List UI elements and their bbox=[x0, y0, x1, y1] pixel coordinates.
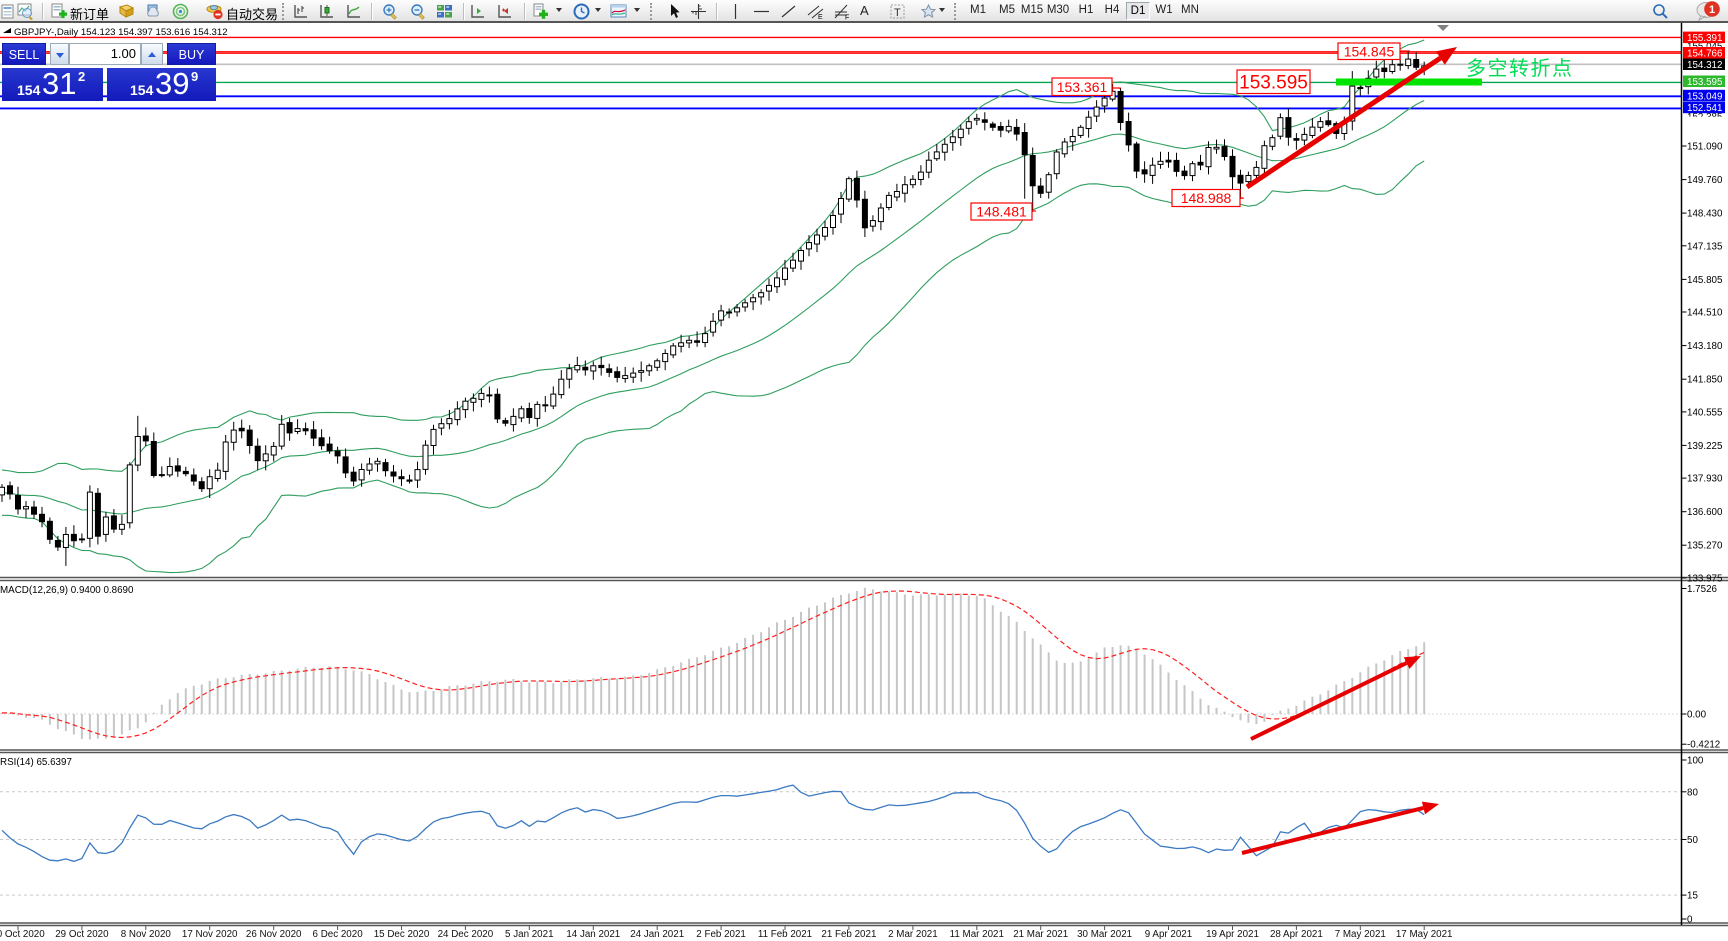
svg-text:153.049: 153.049 bbox=[1687, 91, 1722, 102]
svg-text:11 Mar 2021: 11 Mar 2021 bbox=[950, 929, 1004, 940]
svg-text:F: F bbox=[845, 15, 849, 21]
svg-text:147.135: 147.135 bbox=[1687, 241, 1723, 252]
svg-text:5 Jan 2021: 5 Jan 2021 bbox=[505, 929, 553, 940]
svg-text:136.600: 136.600 bbox=[1687, 507, 1723, 518]
svg-text:15 Dec 2020: 15 Dec 2020 bbox=[374, 929, 430, 940]
svg-text:T: T bbox=[894, 7, 901, 19]
svg-text:149.760: 149.760 bbox=[1687, 175, 1723, 186]
svg-text:2 Feb 2021: 2 Feb 2021 bbox=[696, 929, 746, 940]
svg-text:MACD(12,26,9) 0.9400 0.8690: MACD(12,26,9) 0.9400 0.8690 bbox=[0, 585, 134, 596]
svg-text:17 Nov 2020: 17 Nov 2020 bbox=[182, 929, 238, 940]
svg-text:1: 1 bbox=[1709, 4, 1715, 16]
svg-text:14 Jan 2021: 14 Jan 2021 bbox=[566, 929, 620, 940]
svg-text:137.930: 137.930 bbox=[1687, 474, 1723, 485]
svg-text:21 Mar 2021: 21 Mar 2021 bbox=[1013, 929, 1068, 940]
svg-text:148.430: 148.430 bbox=[1687, 209, 1723, 220]
svg-text:2 Mar 2021: 2 Mar 2021 bbox=[888, 929, 938, 940]
svg-text:141.850: 141.850 bbox=[1687, 375, 1723, 386]
svg-text:28 Apr 2021: 28 Apr 2021 bbox=[1270, 929, 1323, 940]
svg-text:-0.4212: -0.4212 bbox=[1687, 740, 1720, 751]
svg-text:20 Oct 2020: 20 Oct 2020 bbox=[0, 929, 45, 940]
svg-text:24 Dec 2020: 24 Dec 2020 bbox=[438, 929, 494, 940]
svg-text:26 Nov 2020: 26 Nov 2020 bbox=[246, 929, 302, 940]
svg-text:155.391: 155.391 bbox=[1687, 33, 1722, 44]
svg-text:0: 0 bbox=[1687, 915, 1693, 926]
svg-text:154.312: 154.312 bbox=[1687, 60, 1722, 71]
svg-text:153.595: 153.595 bbox=[1687, 77, 1723, 88]
svg-text:154.845: 154.845 bbox=[1344, 43, 1395, 59]
svg-text:153.595: 153.595 bbox=[1239, 73, 1308, 94]
svg-text:148.988: 148.988 bbox=[1181, 190, 1232, 206]
svg-text:145.805: 145.805 bbox=[1687, 275, 1723, 286]
svg-text:19 Apr 2021: 19 Apr 2021 bbox=[1206, 929, 1259, 940]
svg-text:21 Feb 2021: 21 Feb 2021 bbox=[821, 929, 876, 940]
svg-text:155.045: 155.045 bbox=[1687, 42, 1723, 53]
svg-text:139.225: 139.225 bbox=[1687, 441, 1723, 452]
svg-text:0.00: 0.00 bbox=[1687, 710, 1707, 721]
svg-text:RSI(14) 65.6397: RSI(14) 65.6397 bbox=[0, 757, 72, 768]
svg-text:152.541: 152.541 bbox=[1687, 103, 1722, 114]
svg-text:7 May 2021: 7 May 2021 bbox=[1335, 929, 1386, 940]
svg-text:153.361: 153.361 bbox=[1057, 79, 1108, 95]
svg-text:50: 50 bbox=[1687, 835, 1698, 846]
svg-text:11 Feb 2021: 11 Feb 2021 bbox=[758, 929, 812, 940]
svg-text:17 May 2021: 17 May 2021 bbox=[1396, 929, 1453, 940]
svg-text:140.555: 140.555 bbox=[1687, 407, 1723, 418]
svg-text:30 Mar 2021: 30 Mar 2021 bbox=[1077, 929, 1132, 940]
svg-text:148.481: 148.481 bbox=[976, 204, 1027, 220]
svg-text:80: 80 bbox=[1687, 787, 1698, 798]
svg-text:152.385: 152.385 bbox=[1687, 112, 1723, 123]
svg-text:154.766: 154.766 bbox=[1687, 49, 1723, 60]
svg-text:多空转折点: 多空转折点 bbox=[1466, 57, 1574, 80]
svg-text:E: E bbox=[818, 14, 823, 20]
svg-text:29 Oct 2020: 29 Oct 2020 bbox=[55, 929, 109, 940]
svg-text:6 Dec 2020: 6 Dec 2020 bbox=[313, 929, 364, 940]
svg-text:144.510: 144.510 bbox=[1687, 308, 1723, 319]
svg-text:1.7526: 1.7526 bbox=[1687, 584, 1718, 595]
svg-text:135.270: 135.270 bbox=[1687, 541, 1723, 552]
svg-text:133.975: 133.975 bbox=[1687, 573, 1723, 584]
svg-text:8 Nov 2020: 8 Nov 2020 bbox=[121, 929, 172, 940]
svg-text:143.180: 143.180 bbox=[1687, 341, 1723, 352]
svg-text:24 Jan 2021: 24 Jan 2021 bbox=[630, 929, 684, 940]
svg-text:151.090: 151.090 bbox=[1687, 142, 1723, 153]
svg-text:9 Apr 2021: 9 Apr 2021 bbox=[1145, 929, 1192, 940]
svg-text:100: 100 bbox=[1687, 756, 1704, 767]
svg-text:15: 15 bbox=[1687, 891, 1698, 902]
svg-text:GBPJPY-,Daily 154.123 154.397: GBPJPY-,Daily 154.123 154.397 153.616 15… bbox=[14, 27, 228, 38]
